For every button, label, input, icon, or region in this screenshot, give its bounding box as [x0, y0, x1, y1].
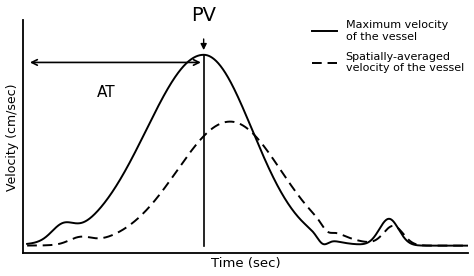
- Maximum velocity
of the vessel: [465, 244, 471, 247]
- Spatially-averaged
velocity of the vessel: [372, 239, 378, 242]
- Spatially-averaged
velocity of the vessel: [453, 244, 459, 247]
- Maximum velocity
of the vessel: [372, 234, 378, 238]
- Spatially-averaged
velocity of the vessel: [465, 244, 471, 247]
- Text: PV: PV: [191, 6, 216, 25]
- Maximum velocity
of the vessel: [228, 80, 233, 83]
- Spatially-averaged
velocity of the vessel: [47, 243, 53, 247]
- Maximum velocity
of the vessel: [453, 244, 458, 247]
- Y-axis label: Velocity (cm/sec): Velocity (cm/sec): [6, 83, 18, 191]
- Legend: Maximum velocity
of the vessel, Spatially-averaged
velocity of the vessel: Maximum velocity of the vessel, Spatiall…: [308, 16, 468, 78]
- Maximum velocity
of the vessel: [24, 242, 30, 246]
- Line: Spatially-averaged
velocity of the vessel: Spatially-averaged velocity of the vesse…: [27, 122, 468, 246]
- Spatially-averaged
velocity of the vessel: [227, 120, 233, 123]
- Line: Maximum velocity
of the vessel: Maximum velocity of the vessel: [27, 55, 468, 246]
- Maximum velocity
of the vessel: [239, 104, 245, 107]
- Spatially-averaged
velocity of the vessel: [228, 120, 233, 123]
- Text: AT: AT: [97, 85, 116, 100]
- Maximum velocity
of the vessel: [47, 232, 53, 235]
- Spatially-averaged
velocity of the vessel: [453, 244, 458, 247]
- Spatially-averaged
velocity of the vessel: [239, 123, 245, 127]
- Spatially-averaged
velocity of the vessel: [24, 244, 30, 247]
- X-axis label: Time (sec): Time (sec): [211, 258, 281, 270]
- Maximum velocity
of the vessel: [201, 53, 207, 57]
- Maximum velocity
of the vessel: [453, 244, 459, 247]
